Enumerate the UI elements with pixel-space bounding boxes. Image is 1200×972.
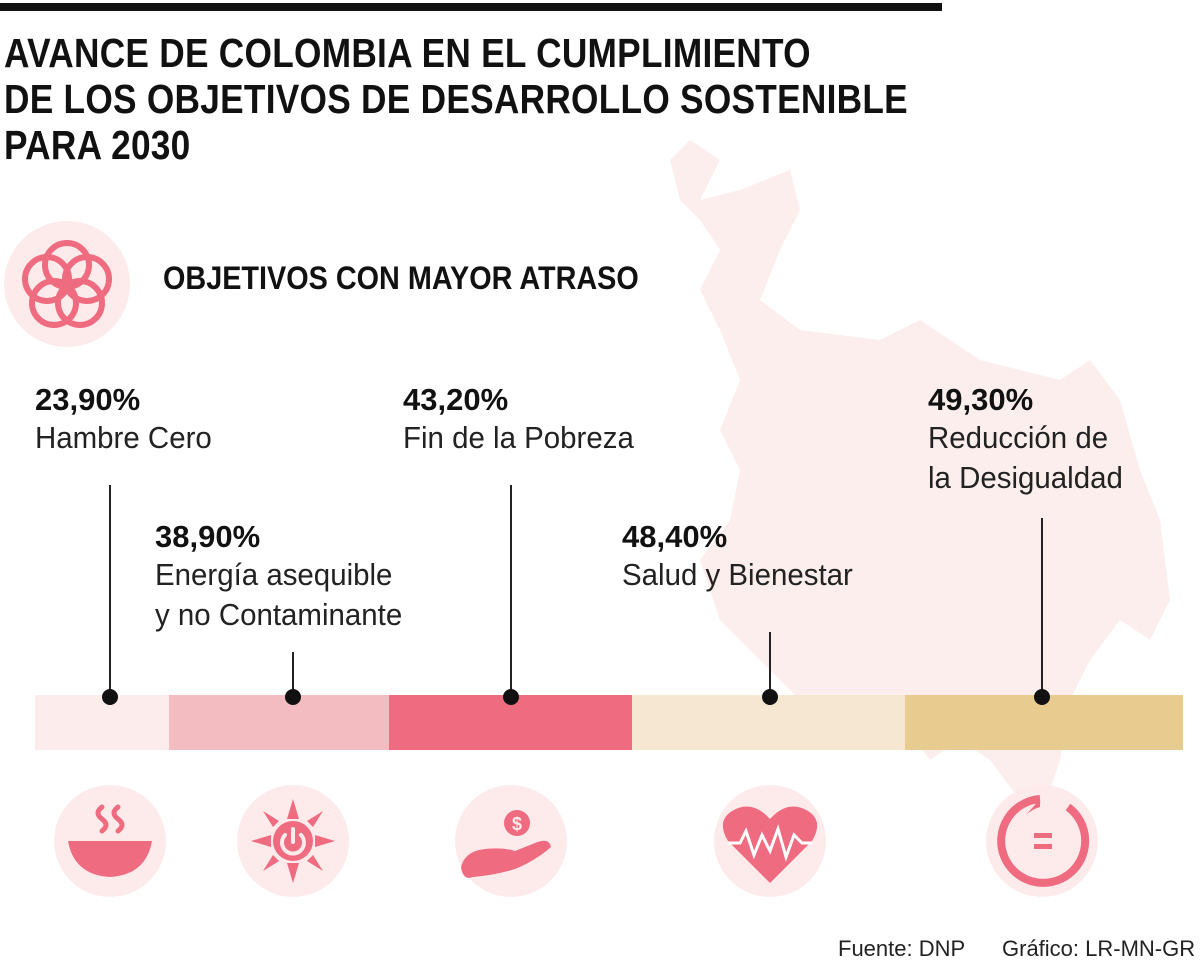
goal-name: Fin de la Pobreza xyxy=(403,420,634,455)
connector-line xyxy=(769,632,771,695)
goal-label-desigualdad: 49,30% Reducción de la Desigualdad xyxy=(928,382,1133,498)
goal-name: Energía asequible xyxy=(155,557,393,592)
goal-percent: 43,20% xyxy=(403,382,509,417)
goal-name: Salud y Bienestar xyxy=(622,557,853,592)
marker-dot xyxy=(762,689,778,705)
goal-label-pobreza: 43,20% Fin de la Pobreza xyxy=(403,382,646,458)
marker-dot xyxy=(102,689,118,705)
goal-label-energia: 38,90% Energía asequible y no Contaminan… xyxy=(155,519,415,635)
goal-percent: 23,90% xyxy=(35,382,141,417)
credit-note: Gráfico: LR-MN-GR xyxy=(1002,936,1196,961)
soup-bowl-icon xyxy=(54,785,166,897)
marker-dot xyxy=(503,689,519,705)
marker-dot xyxy=(285,689,301,705)
goal-percent: 48,40% xyxy=(622,519,728,554)
goal-percent: 38,90% xyxy=(155,519,261,554)
goal-label-hambre-cero: 23,90% Hambre Cero xyxy=(35,382,221,458)
bar-segment-energia xyxy=(169,695,389,750)
marker-dot xyxy=(1034,689,1050,705)
equality-circle-icon xyxy=(986,785,1098,897)
goal-percent: 49,30% xyxy=(928,382,1034,417)
heart-pulse-icon xyxy=(714,785,826,897)
hand-coin-icon: $ xyxy=(455,785,567,897)
top-rule xyxy=(0,3,942,11)
goal-name: Hambre Cero xyxy=(35,420,212,455)
connector-line xyxy=(292,652,294,695)
connector-line xyxy=(510,485,512,695)
section-subtitle: OBJETIVOS CON MAYOR ATRASO xyxy=(163,260,639,296)
title-line: AVANCE DE COLOMBIA EN EL CUMPLIMIENTO xyxy=(4,30,811,76)
connector-line xyxy=(109,485,111,695)
sun-power-icon xyxy=(237,785,349,897)
goal-name: y no Contaminante xyxy=(155,597,403,632)
goal-name: Reducción de xyxy=(928,420,1109,455)
sdg-flower-rings-icon xyxy=(4,221,130,347)
page-title: AVANCE DE COLOMBIA EN EL CUMPLIMIENTO DE… xyxy=(4,30,908,168)
title-line: DE LOS OBJETIVOS DE DESARROLLO SOSTENIBL… xyxy=(4,76,908,122)
connector-line xyxy=(1041,518,1043,695)
bar-segment-hambre-cero xyxy=(35,695,169,750)
goal-name: la Desigualdad xyxy=(928,460,1123,495)
svg-text:$: $ xyxy=(512,814,522,834)
goal-label-salud: 48,40% Salud y Bienestar xyxy=(622,519,865,595)
source-note: Fuente: DNP xyxy=(838,936,966,961)
title-line: PARA 2030 xyxy=(4,122,191,168)
